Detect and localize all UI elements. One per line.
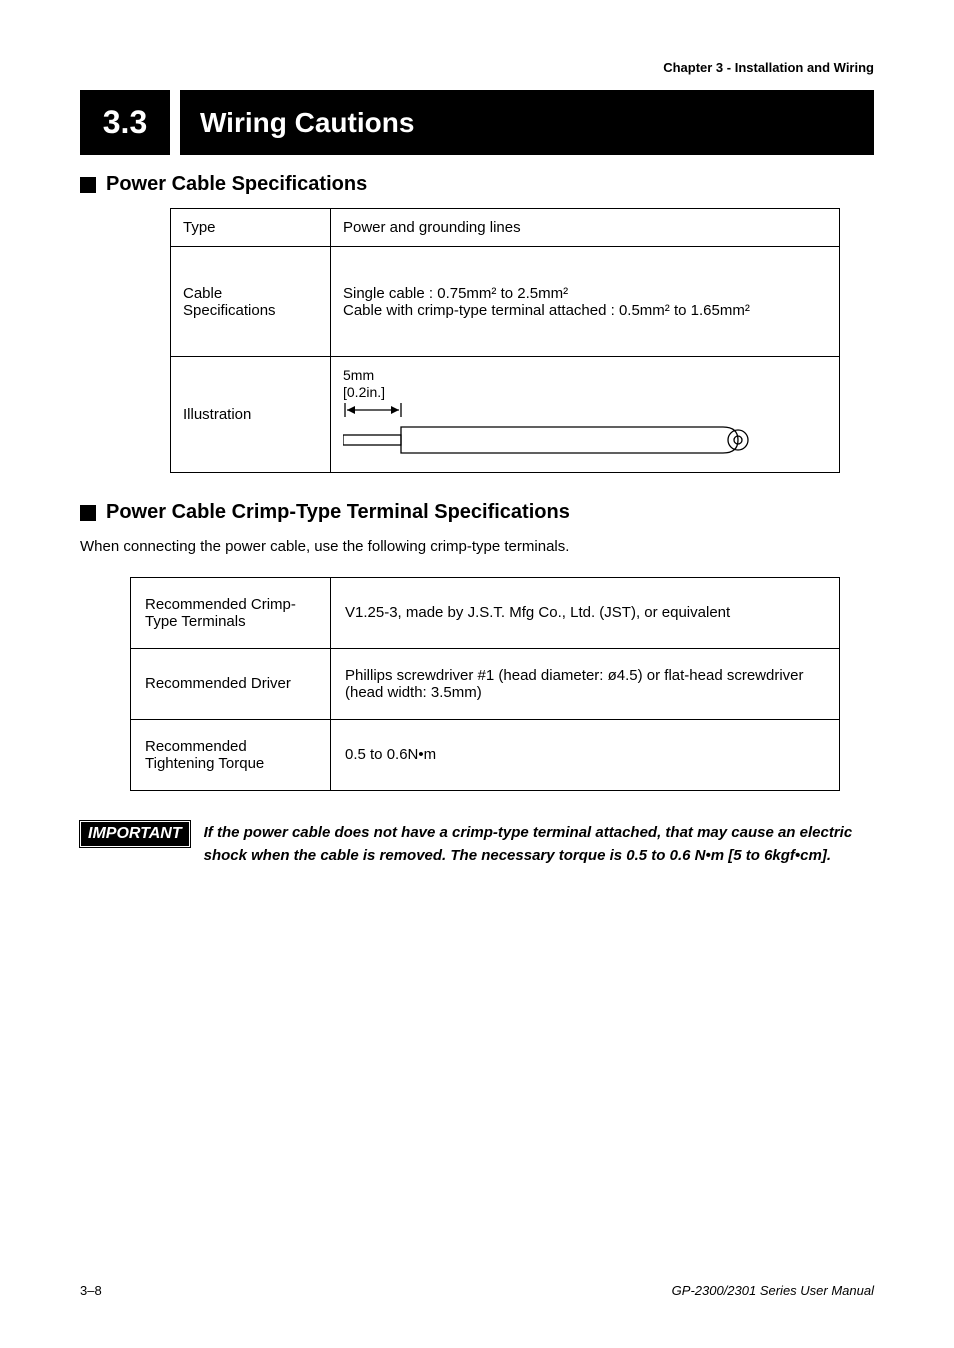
table-cell-value: 0.5 to 0.6N•m [331,719,840,790]
table-cell-value: Single cable : 0.75mm² to 2.5mm² Cable w… [331,247,840,357]
table-row: Recommended Driver Phillips screwdriver … [131,648,840,719]
table-cell-label: Cable Specifications [171,247,331,357]
page-footer: 3–8 GP-2300/2301 Series User Manual [0,1283,954,1298]
table-row: Recommended Tightening Torque 0.5 to 0.6… [131,719,840,790]
subsection-2-intro: When connecting the power cable, use the… [80,536,874,559]
table-row: Recommended Crimp-Type Terminals V1.25-3… [131,577,840,648]
section-header: 3.3 Wiring Cautions [80,90,874,155]
header-right-block [784,90,874,155]
table-cell-value: Phillips screwdriver #1 (head diameter: … [331,648,840,719]
table-cell-label: Illustration [171,357,331,473]
cable-illustration-icon [343,417,783,462]
subsection-2-title: Power Cable Crimp-Type Terminal Specific… [106,501,570,524]
table-cell-value: Power and grounding lines [331,209,840,247]
important-badge: IMPORTANT [80,821,190,847]
section-title: Wiring Cautions [180,90,784,155]
dimension-value: 5mm [343,367,783,384]
table-cell-value: V1.25-3, made by J.S.T. Mfg Co., Ltd. (J… [331,577,840,648]
running-header: Chapter 3 - Installation and Wiring [663,60,874,75]
dimension-arrow-icon [343,403,403,417]
square-bullet-icon [80,505,96,521]
table-cell-label: Recommended Driver [131,648,331,719]
page-number: 3–8 [80,1283,102,1298]
table-cell-label: Type [171,209,331,247]
important-note: IMPORTANT If the power cable does not ha… [80,821,874,868]
subsection-1-header: Power Cable Specifications [80,173,874,196]
power-cable-spec-table: Type Power and grounding lines Cable Spe… [170,208,840,473]
square-bullet-icon [80,177,96,193]
table-cell-label: Recommended Crimp-Type Terminals [131,577,331,648]
table-row: Cable Specifications Single cable : 0.75… [171,247,840,357]
table-row: Illustration 5mm [0.2in.] [171,357,840,473]
subsection-2-header: Power Cable Crimp-Type Terminal Specific… [80,501,874,524]
table-cell-label: Recommended Tightening Torque [131,719,331,790]
manual-title: GP-2300/2301 Series User Manual [672,1283,874,1298]
section-number: 3.3 [80,90,170,155]
dimension-alt: [0.2in.] [343,384,783,401]
table-row: Type Power and grounding lines [171,209,840,247]
subsection-1-title: Power Cable Specifications [106,173,367,196]
important-text: If the power cable does not have a crimp… [204,821,874,868]
crimp-terminal-table: Recommended Crimp-Type Terminals V1.25-3… [130,577,840,791]
table-cell-illustration: 5mm [0.2in.] [331,357,840,473]
